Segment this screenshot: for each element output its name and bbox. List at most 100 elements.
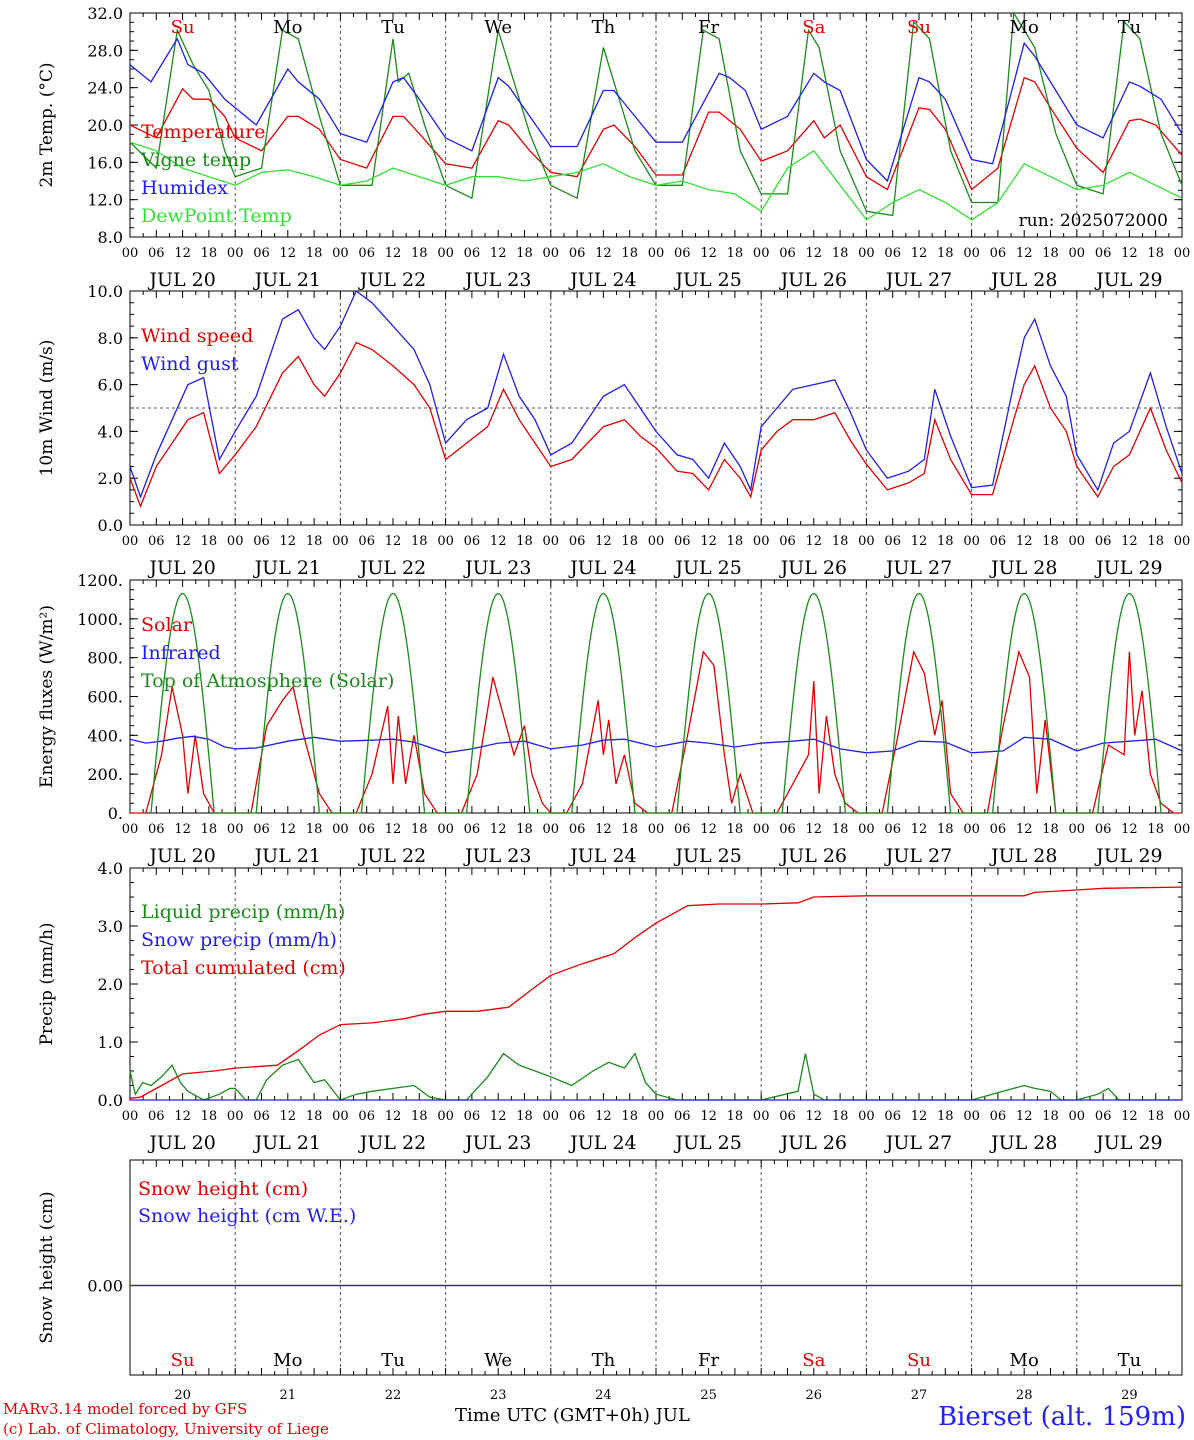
hour-tick-label: 18 <box>621 822 638 837</box>
hour-tick-label: 18 <box>832 534 849 549</box>
hour-tick-label: 06 <box>779 246 796 261</box>
hour-tick-label: 18 <box>201 822 218 837</box>
y-tick-label: 400. <box>87 726 123 745</box>
legend-entry: Liquid precip (mm/h) <box>141 901 345 923</box>
day-number-label: 27 <box>911 1388 928 1403</box>
hour-tick-label: 06 <box>884 1109 901 1124</box>
hour-tick-label: 12 <box>806 1109 823 1124</box>
hour-tick-label: 18 <box>306 822 323 837</box>
panel-frame <box>129 12 1183 238</box>
hour-tick-label: 00 <box>858 534 875 549</box>
weekday-label: Th <box>592 17 616 38</box>
hour-tick-label: 18 <box>937 246 954 261</box>
hour-tick-label: 00 <box>858 1109 875 1124</box>
hour-tick-label: 00 <box>1069 822 1086 837</box>
hour-tick-label: 00 <box>1174 822 1191 837</box>
date-label: JUL 28 <box>989 845 1057 867</box>
weekday-label: Su <box>907 1350 931 1371</box>
date-label: JUL 27 <box>884 557 952 579</box>
hour-tick-label: 00 <box>122 822 139 837</box>
hour-tick-label: 18 <box>516 1109 533 1124</box>
date-label: JUL 23 <box>463 557 531 579</box>
hour-tick-label: 00 <box>963 1109 980 1124</box>
hour-tick-label: 12 <box>1016 1109 1033 1124</box>
series-line-wind-gust <box>129 289 1183 499</box>
hour-tick-label: 18 <box>411 822 428 837</box>
day-number-label: 26 <box>806 1388 823 1403</box>
hour-tick-label: 18 <box>727 822 744 837</box>
date-label: JUL 24 <box>568 845 636 867</box>
date-label: JUL 26 <box>779 845 847 867</box>
weekday-label: Sa <box>802 1350 825 1371</box>
hour-tick-label: 06 <box>358 822 375 837</box>
hour-tick-label: 12 <box>490 822 507 837</box>
weekday-label: Mo <box>1010 17 1039 38</box>
x-axis-title: Time UTC (GMT+0h) JUL <box>455 1405 690 1426</box>
hour-tick-label: 12 <box>280 1109 297 1124</box>
hour-tick-label: 06 <box>779 534 796 549</box>
hour-tick-label: 06 <box>464 246 481 261</box>
hour-tick-label: 00 <box>1069 1109 1086 1124</box>
y-tick-label: 12.0 <box>87 191 123 210</box>
hour-tick-label: 12 <box>1121 822 1138 837</box>
weekday-label: We <box>484 1350 512 1371</box>
hour-tick-label: 12 <box>595 822 612 837</box>
date-label: JUL 21 <box>253 557 321 579</box>
hour-tick-label: 18 <box>1147 246 1164 261</box>
date-label: JUL 20 <box>147 1132 215 1154</box>
hour-tick-label: 00 <box>753 534 770 549</box>
hour-tick-label: 12 <box>1121 534 1138 549</box>
hour-tick-label: 00 <box>332 246 349 261</box>
hour-tick-label: 18 <box>832 246 849 261</box>
hour-tick-label: 00 <box>1174 246 1191 261</box>
y-tick-label: 24.0 <box>87 79 123 98</box>
hour-tick-label: 18 <box>621 246 638 261</box>
y-tick-label: 2.0 <box>98 975 123 994</box>
hour-tick-label: 12 <box>1016 246 1033 261</box>
legend-entry: Total cumulated (cm) <box>141 957 346 979</box>
date-label: JUL 28 <box>989 269 1057 291</box>
legend-entry: Vigne temp <box>140 149 251 171</box>
hour-tick-label: 12 <box>1121 1109 1138 1124</box>
hour-tick-label: 18 <box>937 1109 954 1124</box>
y-tick-label: 6.0 <box>98 376 123 395</box>
hour-tick-label: 12 <box>174 822 191 837</box>
day-number-label: 23 <box>490 1388 507 1403</box>
hour-tick-label: 18 <box>727 534 744 549</box>
hour-tick-label: 00 <box>1069 246 1086 261</box>
hour-tick-label: 12 <box>490 1109 507 1124</box>
hour-tick-label: 06 <box>148 534 165 549</box>
hour-tick-label: 06 <box>464 1109 481 1124</box>
y-tick-label: 2.0 <box>98 469 123 488</box>
hour-tick-label: 18 <box>306 246 323 261</box>
hour-tick-label: 12 <box>911 534 928 549</box>
day-number-label: 28 <box>1016 1388 1033 1403</box>
series-line-wind-speed <box>129 341 1183 509</box>
hour-tick-label: 00 <box>1174 534 1191 549</box>
hour-tick-label: 00 <box>437 534 454 549</box>
weekday-label: Tu <box>1118 1350 1142 1371</box>
hour-tick-label: 06 <box>884 822 901 837</box>
hour-tick-label: 06 <box>674 246 691 261</box>
hour-tick-label: 18 <box>201 246 218 261</box>
hour-tick-label: 00 <box>648 534 665 549</box>
day-number-label: 29 <box>1121 1388 1138 1403</box>
hour-tick-label: 12 <box>1016 534 1033 549</box>
y-tick-label: 4.0 <box>98 422 123 441</box>
weekday-label: Mo <box>273 17 302 38</box>
day-number-label: 22 <box>385 1388 402 1403</box>
hour-tick-label: 00 <box>227 534 244 549</box>
hour-tick-label: 06 <box>253 822 270 837</box>
date-label: JUL 25 <box>673 557 741 579</box>
weekday-label: Th <box>592 1350 616 1371</box>
hour-tick-label: 12 <box>806 246 823 261</box>
date-label: JUL 22 <box>358 1132 426 1154</box>
date-label: JUL 20 <box>147 269 215 291</box>
hour-tick-label: 18 <box>516 246 533 261</box>
hour-tick-label: 00 <box>543 246 560 261</box>
date-label: JUL 21 <box>253 845 321 867</box>
weekday-label: Su <box>171 17 195 38</box>
y-tick-label: 1.0 <box>98 1033 123 1052</box>
hour-tick-label: 00 <box>227 822 244 837</box>
hour-tick-label: 06 <box>253 534 270 549</box>
